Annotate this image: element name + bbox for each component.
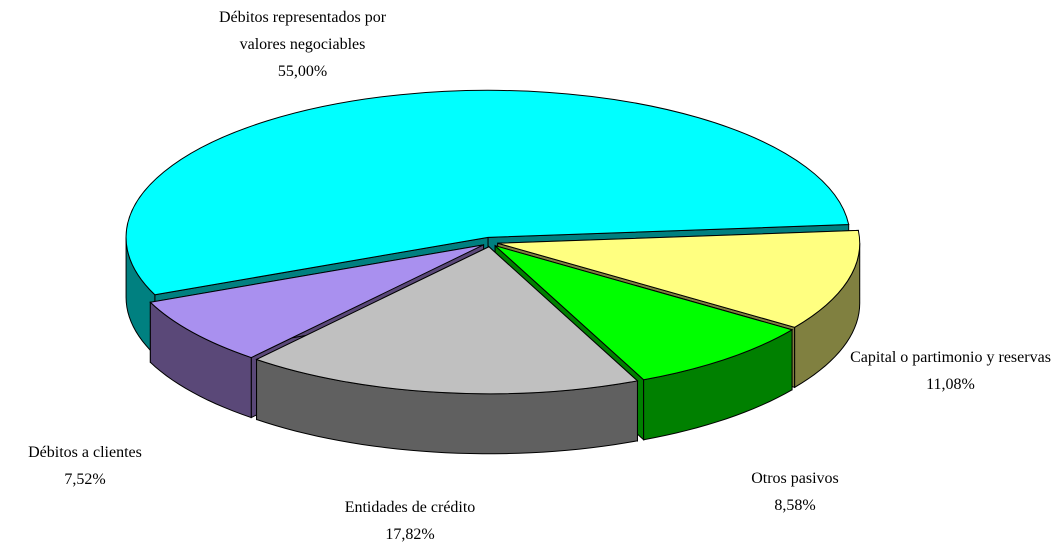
slice-label: Capital o partimonio y reservas 11,08% [848,344,1053,398]
slice [125,89,850,296]
value-label: 55,00% [277,63,328,80]
slice [255,246,639,395]
category-name: Capital o partimonio y reservas [850,349,1051,366]
category-name: Débitos a clientes [28,444,142,461]
slice [149,244,484,359]
value-label: 7,52% [64,471,106,488]
slice [494,245,794,381]
category-name: Débitos representados por valores negoci… [218,9,387,53]
value-label: 11,08% [926,376,975,393]
slice-label: Otros pasivos 8,58% [715,465,875,519]
category-name: Otros pasivos [751,470,839,487]
slice-label: Entidades de crédito 17,82% [310,494,510,548]
slice-label: Débitos representados por valores negoci… [195,4,410,85]
slice [497,229,861,328]
value-label: 17,82% [385,526,435,543]
value-label: 8,58% [774,497,816,514]
category-name: Entidades de crédito [344,499,476,516]
slice-label: Débitos a clientes 7,52% [0,439,170,493]
